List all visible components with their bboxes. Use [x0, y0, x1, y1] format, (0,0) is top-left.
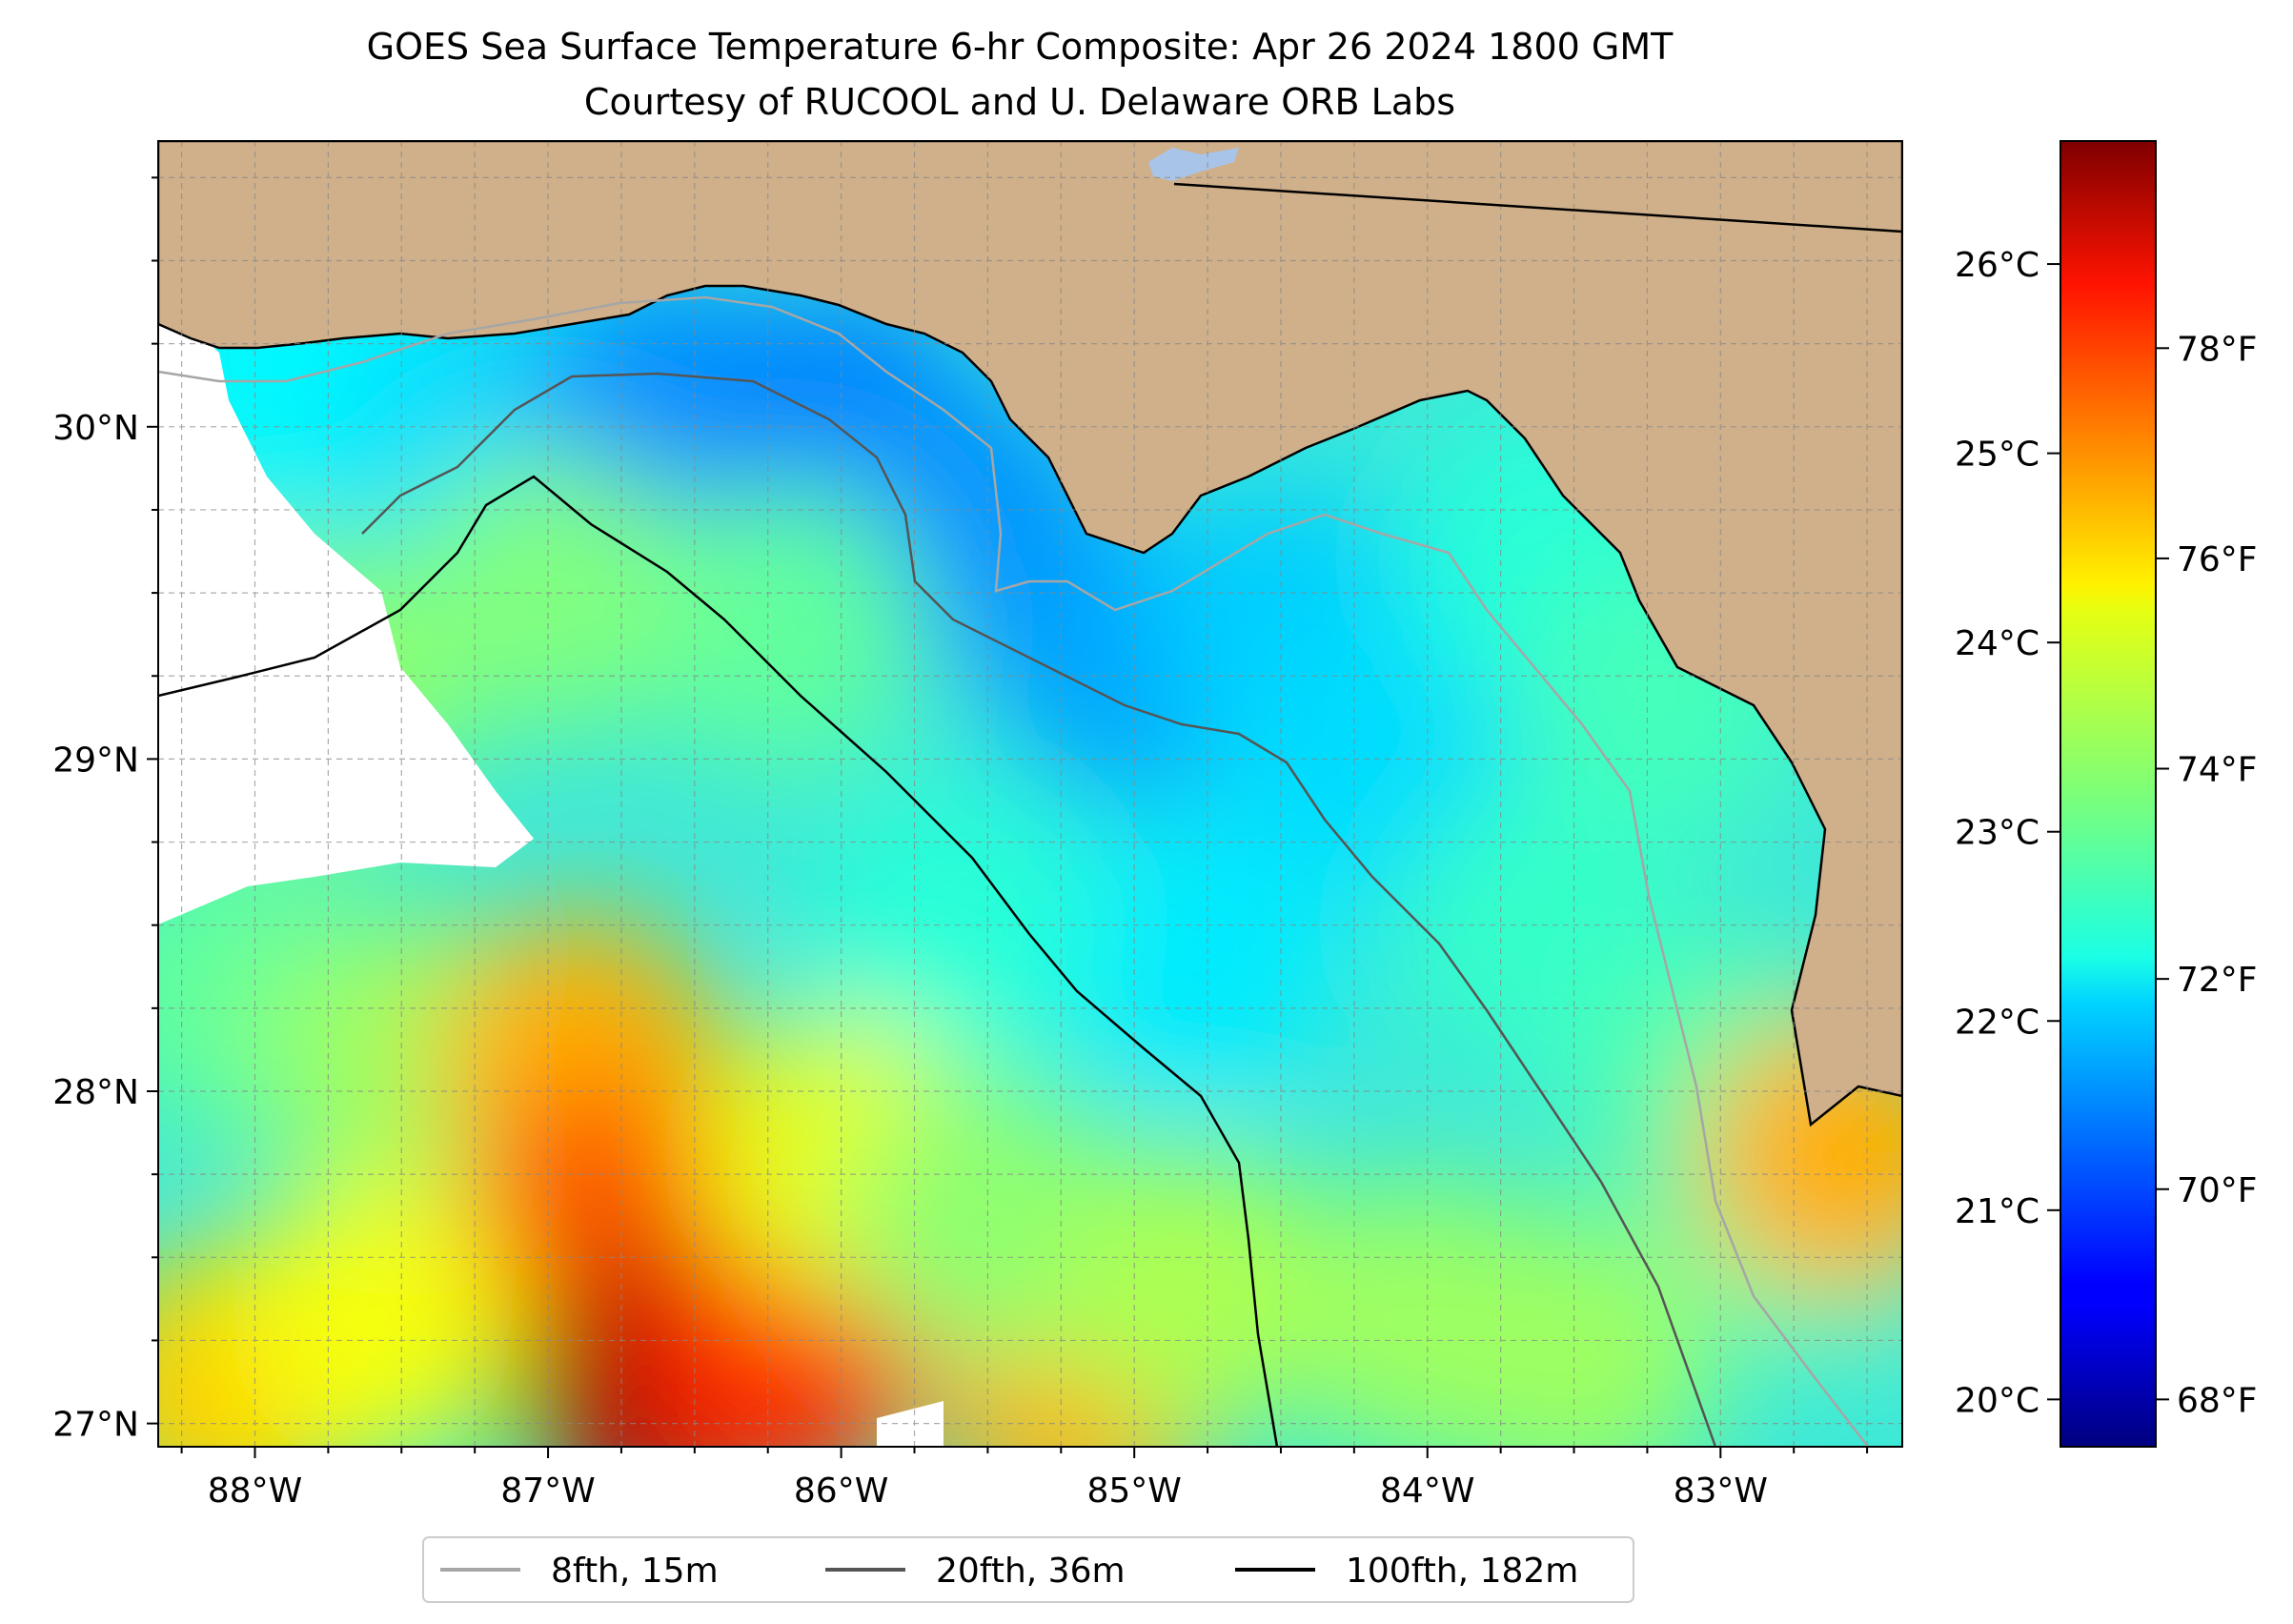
lake: [1148, 148, 1239, 181]
colorbar-gradient: [2060, 140, 2157, 1448]
no-data-patch-south: [877, 1401, 944, 1447]
state-border: [1173, 182, 1902, 233]
celsius-tick-label: 25°C: [1955, 436, 2039, 475]
fahrenheit-tick-label: 72°F: [2177, 961, 2258, 1000]
contour-100fth: [158, 475, 1279, 1447]
legend-label-100fth: 100fth, 182m: [1346, 1552, 1578, 1591]
legend-label-20fth: 20fth, 36m: [936, 1552, 1126, 1591]
celsius-tick-label: 24°C: [1955, 624, 2039, 663]
graticule: [158, 141, 1902, 1447]
celsius-tick-label: 20°C: [1955, 1381, 2039, 1420]
legend-label-8fth: 8fth, 15m: [551, 1552, 719, 1591]
lon-tick-label: 87°W: [500, 1472, 595, 1511]
colorbar: 20°C 21°C 22°C 23°C 24°C 25°C 26°C 68°F 70°F 72°…: [1955, 140, 2258, 1448]
fahrenheit-tick-label: 70°F: [2177, 1171, 2258, 1210]
lat-tick-label: 28°N: [52, 1073, 139, 1112]
land-mass: [158, 141, 1902, 1127]
fahrenheit-tick-label: 78°F: [2177, 330, 2258, 369]
celsius-tick-label: 22°C: [1955, 1003, 2039, 1042]
sst-sample-31: [229, 1181, 516, 1447]
lat-tick-label: 29°N: [52, 741, 139, 780]
celsius-tick-label: 21°C: [1955, 1192, 2039, 1231]
colorbar-fahrenheit-ticks: 68°F 70°F 72°F 74°F 76°F 78°F: [2156, 330, 2258, 1420]
celsius-tick-label: 26°C: [1955, 246, 2039, 285]
lon-tick-label: 86°W: [794, 1472, 888, 1511]
sst-sample-27: [1049, 1147, 1336, 1434]
fahrenheit-tick-label: 74°F: [2177, 751, 2258, 790]
map-title-line1: GOES Sea Surface Temperature 6-hr Compos…: [367, 26, 1674, 68]
lon-tick-label: 85°W: [1086, 1472, 1181, 1511]
lat-tick-label: 27°N: [52, 1406, 139, 1445]
fahrenheit-tick-label: 76°F: [2177, 540, 2258, 579]
celsius-tick-label: 23°C: [1955, 814, 2039, 853]
legend: 8fth, 15m 20fth, 36m 100fth, 182m: [422, 1536, 1634, 1603]
sst-sample-15: [639, 482, 926, 769]
map-frame: [157, 140, 1903, 1448]
lat-tick-group: 27°N 28°N 29°N 30°N: [52, 176, 158, 1445]
lat-tick-label: 30°N: [52, 409, 139, 448]
lon-tick-label: 84°W: [1380, 1472, 1474, 1511]
lon-tick-label: 83°W: [1674, 1472, 1768, 1511]
map-title-line2: Courtesy of RUCOOL and U. Delaware ORB L…: [584, 81, 1455, 123]
contour-20fth: [361, 372, 1717, 1447]
lon-tick-group: 88°W 87°W 86°W 85°W 84°W 83°W: [180, 1447, 1869, 1511]
fahrenheit-tick-label: 68°F: [2177, 1381, 2258, 1420]
colorbar-celsius-ticks: 20°C 21°C 22°C 23°C 24°C 25°C 26°C: [1955, 246, 2060, 1420]
contour-8fth: [158, 295, 1869, 1447]
lon-tick-label: 88°W: [208, 1472, 302, 1511]
map-area: [158, 141, 1902, 1447]
no-data-patch-west: [158, 295, 534, 924]
legend-box: [422, 1536, 1634, 1603]
sst-field: [158, 217, 1902, 1447]
